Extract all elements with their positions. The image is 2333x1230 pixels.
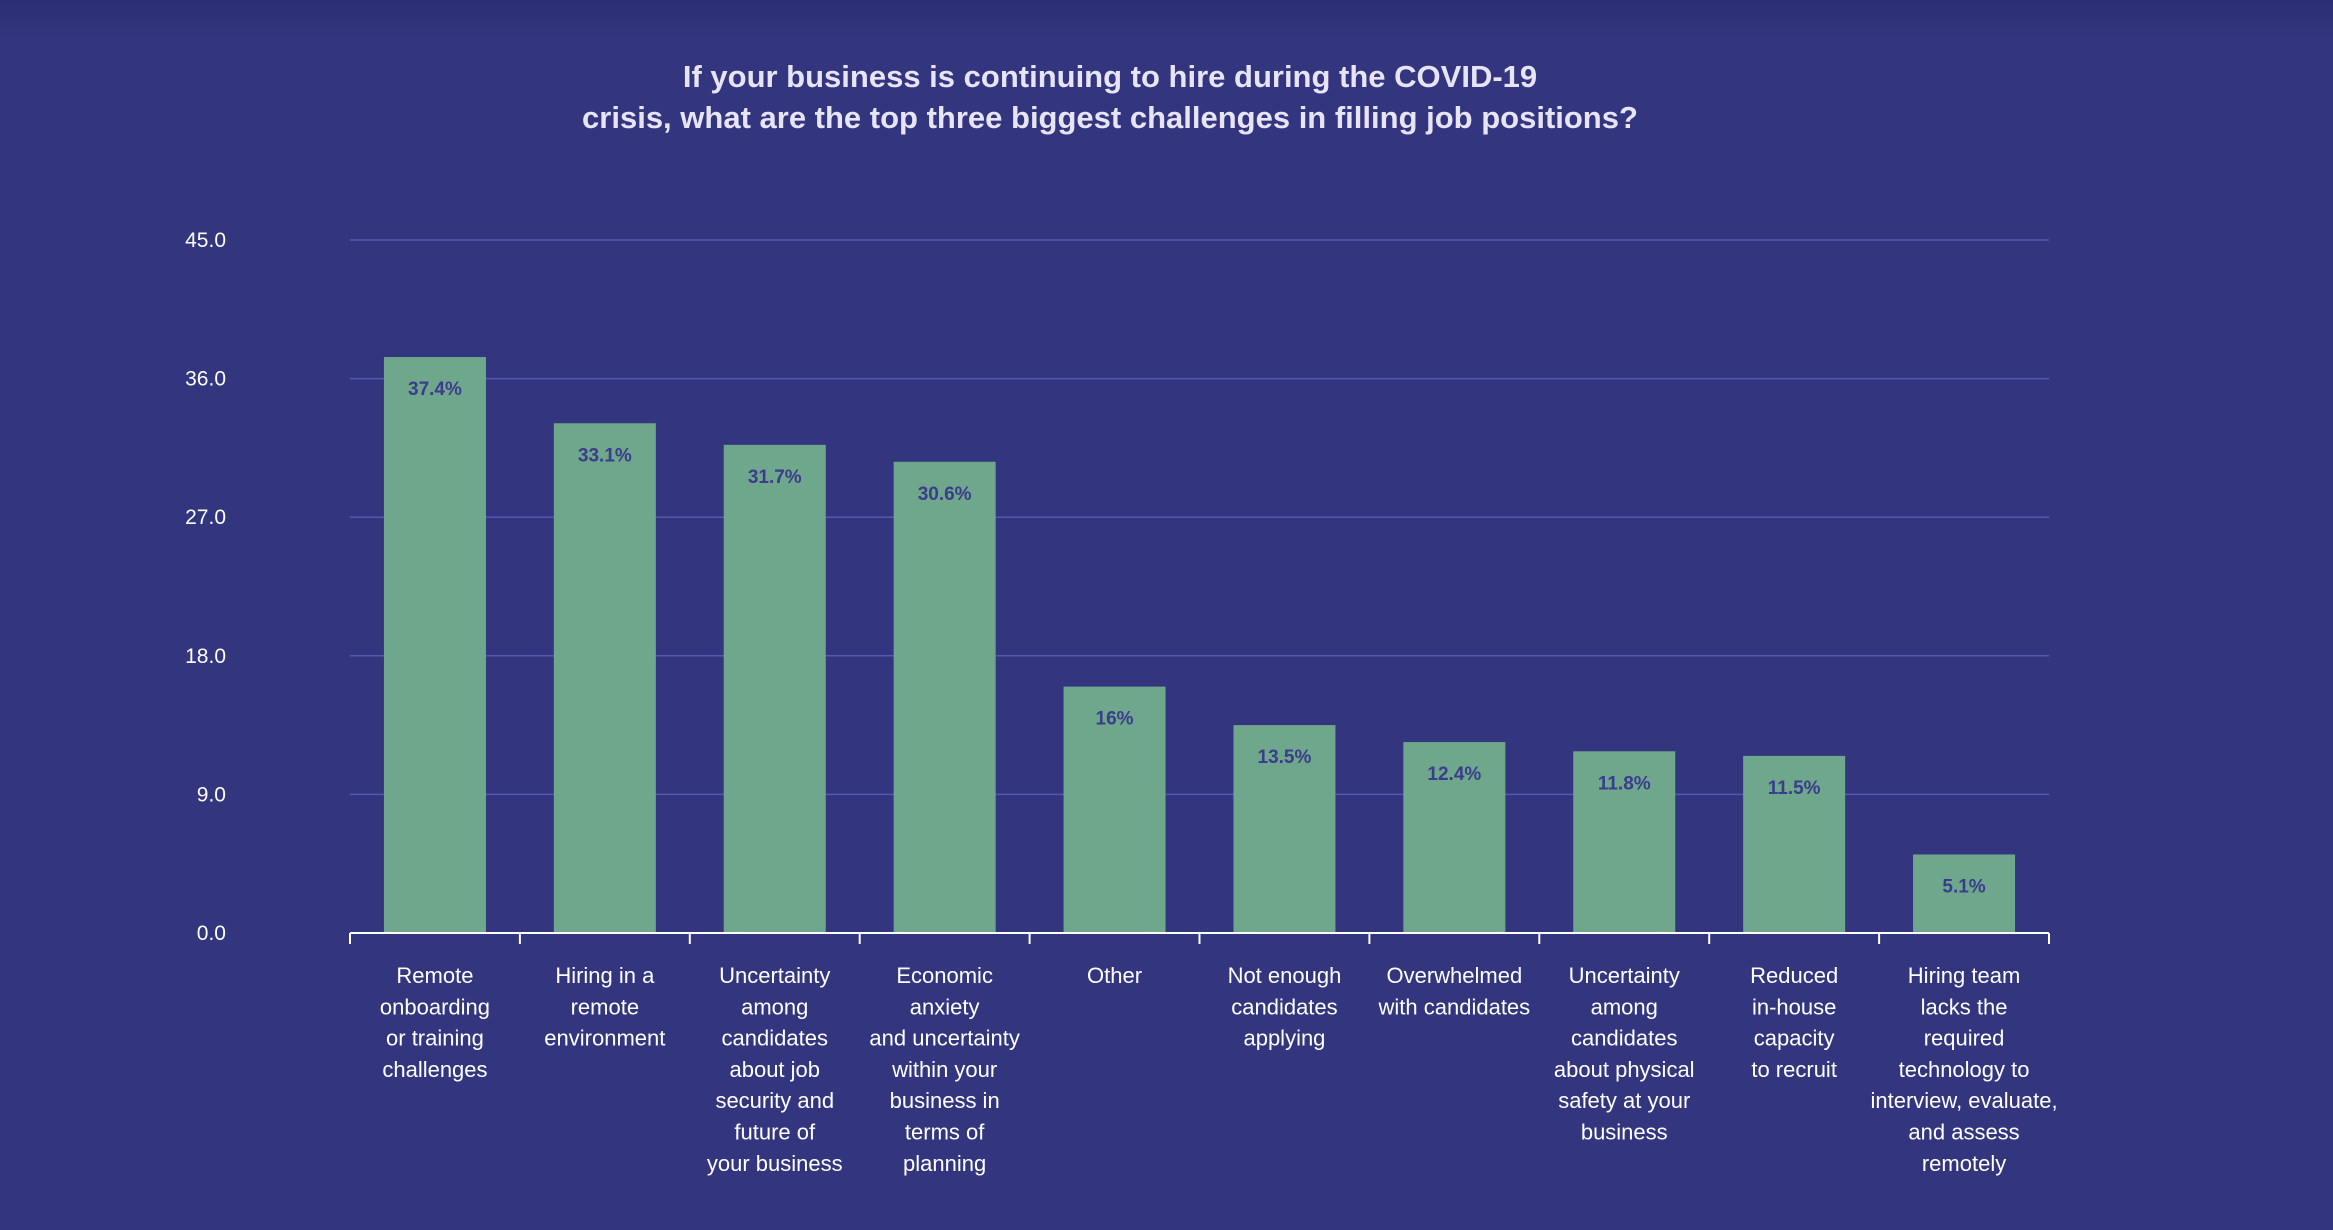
- y-tick-label: 9.0: [197, 783, 226, 806]
- x-tick-label: Remote onboarding or training challenges: [380, 963, 490, 1082]
- data-label: 31.7%: [748, 467, 802, 488]
- y-tick-label: 45.0: [185, 229, 226, 252]
- bar: [893, 461, 996, 933]
- bar: [1573, 751, 1676, 933]
- x-tick-label: Not enough candidates applying: [1228, 963, 1342, 1051]
- x-tick-label-line: environment: [544, 1026, 665, 1051]
- x-tick-label-line: remotely: [1922, 1151, 2006, 1176]
- x-tick-label-line: among: [741, 994, 808, 1019]
- data-label: 13.5%: [1258, 747, 1312, 768]
- x-tick-label-line: Reduced: [1750, 963, 1838, 988]
- x-tick-label-line: business in: [890, 1088, 1000, 1113]
- y-tick-label: 18.0: [185, 645, 226, 668]
- data-label: 11.8%: [1598, 773, 1651, 794]
- x-tick-label-line: or training: [386, 1026, 484, 1051]
- chart-title-line-1: If your business is continuing to hire d…: [682, 59, 1538, 94]
- x-tick-label: Uncertainty among candidates about job secur…: [707, 963, 843, 1176]
- y-tick-label: 36.0: [185, 368, 226, 391]
- x-tick-label-line: and uncertainty: [869, 1026, 1019, 1051]
- x-tick-label: Economic anxiety and uncertainty within you…: [869, 963, 1019, 1176]
- bar: [1233, 725, 1336, 933]
- bar: [723, 444, 826, 933]
- x-tick-label-line: candidates: [1231, 994, 1337, 1019]
- x-axis-ticks: Remote onboarding or training challenges Hir…: [380, 963, 2058, 1176]
- x-tick-label-line: business: [1581, 1120, 1668, 1145]
- x-tick-label: Hiring team lacks the required technology t…: [1870, 963, 2057, 1176]
- data-label: 16%: [1096, 709, 1134, 730]
- x-tick-label-line: future of: [734, 1120, 816, 1145]
- x-tick-label-line: Uncertainty: [719, 963, 830, 988]
- data-label: 30.6%: [918, 484, 972, 505]
- y-tick-label: 27.0: [185, 506, 226, 529]
- x-tick-label-line: terms of: [905, 1120, 985, 1145]
- x-tick-label: Uncertainty among candidates about physical…: [1554, 963, 1695, 1145]
- bar: [1063, 686, 1166, 933]
- bar: [383, 357, 486, 933]
- data-label: 12.4%: [1427, 764, 1481, 785]
- x-tick-label-line: onboarding: [380, 994, 490, 1019]
- x-tick-label: Overwhelmed with candidates: [1378, 963, 1531, 1019]
- x-tick-label-line: in-house: [1752, 994, 1836, 1019]
- x-tick-label-line: Remote: [396, 963, 473, 988]
- data-label: 11.5%: [1768, 778, 1821, 799]
- bar: [1743, 755, 1846, 933]
- x-tick-label: Other: [1087, 963, 1142, 988]
- x-tick-label-line: about physical: [1554, 1057, 1695, 1082]
- bar: [1403, 742, 1506, 933]
- x-tick-label-line: candidates: [1571, 1026, 1677, 1051]
- x-tick-label-line: remote: [571, 994, 639, 1019]
- x-tick-label-line: applying: [1243, 1026, 1325, 1051]
- x-tick-label-line: Hiring team: [1908, 963, 2020, 988]
- x-tick-label-line: Other: [1087, 963, 1142, 988]
- x-tick-label-line: Hiring in a: [555, 963, 655, 988]
- x-tick-label-line: planning: [903, 1151, 986, 1176]
- x-tick-label-line: with candidates: [1378, 994, 1531, 1019]
- x-tick-label-line: candidates: [722, 1026, 828, 1051]
- x-tick-label-line: your business: [707, 1151, 843, 1176]
- x-tick-label-line: technology to: [1899, 1057, 2030, 1082]
- bars: 37.4% 33.1% 31.7% 30.6% 16% 13.5% 12.4% 11.8% 11…: [383, 357, 2016, 933]
- chart-title-line-2: crisis, what are the top three biggest c…: [582, 100, 1638, 135]
- x-tick-label-line: Uncertainty: [1569, 963, 1680, 988]
- x-tick-label-line: about job: [729, 1057, 820, 1082]
- x-tick-label-line: safety at your: [1558, 1088, 1690, 1113]
- y-tick-label: 0.0: [197, 922, 226, 945]
- x-tick-label-line: lacks the: [1921, 994, 2008, 1019]
- x-tick-label-line: Economic: [896, 963, 993, 988]
- x-tick-label-line: security and: [715, 1088, 834, 1113]
- x-tick-label-line: anxiety: [910, 994, 980, 1019]
- x-tick-label-line: capacity: [1754, 1026, 1835, 1051]
- x-tick-label-line: Not enough: [1228, 963, 1342, 988]
- data-label: 33.1%: [578, 445, 632, 466]
- bar: [553, 423, 656, 933]
- x-tick-label-line: Overwhelmed: [1386, 963, 1522, 988]
- x-tick-label-line: and assess: [1908, 1120, 2019, 1145]
- x-tick-label-line: within your: [891, 1057, 997, 1082]
- bar: [1913, 854, 2016, 933]
- chart-title: If your business is continuing to hire d…: [0, 56, 2220, 138]
- data-label: 5.1%: [1942, 876, 1985, 897]
- x-tick-label: Reduced in-house capacity to recruit: [1750, 963, 1838, 1082]
- y-axis-ticks: 0.0 9.0 18.0 27.0 36.0 45.0: [185, 229, 226, 945]
- x-tick-label-line: to recruit: [1751, 1057, 1837, 1082]
- x-tick-label-line: interview, evaluate,: [1870, 1088, 2057, 1113]
- x-axis: [349, 932, 2050, 944]
- x-tick-label-line: challenges: [382, 1057, 487, 1082]
- x-tick-label: Hiring in a remote environment: [544, 963, 665, 1051]
- x-tick-label-line: required: [1924, 1026, 2005, 1051]
- data-label: 37.4%: [408, 379, 462, 400]
- x-tick-label-line: among: [1591, 994, 1658, 1019]
